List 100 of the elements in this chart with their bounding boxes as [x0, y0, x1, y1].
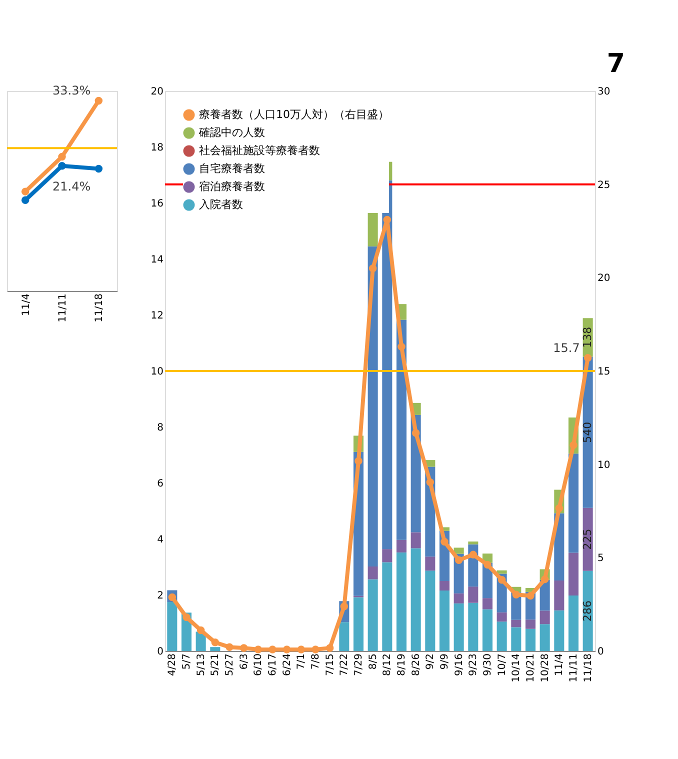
- x-tick-label: 6/3: [238, 654, 250, 670]
- x-tick-label: 7/1: [296, 654, 308, 670]
- x-tick-label: 4/28: [167, 654, 178, 676]
- bar: [368, 212, 378, 246]
- point: [312, 646, 320, 654]
- legend-label: 療養者数（人口10万人対）（右目盛）: [199, 108, 389, 121]
- bar: [396, 552, 407, 651]
- bar: [353, 597, 364, 651]
- point: [240, 644, 248, 652]
- point: [182, 613, 190, 622]
- x-tick-label: 11/18: [94, 294, 106, 322]
- point: [484, 560, 492, 569]
- x-tick-label: 11/11: [568, 654, 580, 682]
- bar: [540, 624, 550, 651]
- y-tick-label: 0: [157, 646, 164, 658]
- point: [440, 538, 448, 546]
- legend-label: 確認中の人数: [198, 126, 265, 139]
- y-tick-label: 16: [150, 198, 164, 210]
- x-tick-label: 6/17: [268, 654, 278, 676]
- point: [540, 575, 549, 584]
- bar: [468, 586, 478, 603]
- point: [94, 164, 103, 173]
- y2-tick-label: 15: [598, 366, 610, 378]
- x-tick-label: 10/21: [526, 654, 536, 682]
- bar: [368, 566, 378, 580]
- x-tick-label: 6/24: [282, 654, 293, 676]
- point: [426, 478, 434, 486]
- y-tick-label: 6: [157, 478, 164, 490]
- bar: [568, 454, 579, 553]
- bar: [525, 620, 536, 629]
- bar: [511, 627, 522, 651]
- y-tick-label: 2: [157, 590, 164, 602]
- point: [584, 354, 592, 362]
- point: [340, 602, 348, 610]
- point: [354, 457, 362, 465]
- y2-tick-label: 20: [598, 273, 610, 284]
- point: [326, 644, 334, 652]
- point: [268, 646, 276, 654]
- bar: [468, 602, 478, 651]
- y2-tick-label: 5: [598, 553, 604, 564]
- x-tick-label: 5/7: [182, 654, 192, 670]
- bar: [439, 590, 450, 651]
- legend-label: 自宅療養者数: [199, 162, 265, 175]
- x-tick-label: 8/19: [396, 654, 408, 676]
- x-tick-label: 10/28: [540, 654, 551, 682]
- y-tick-label: 10: [150, 366, 164, 378]
- bar: [468, 542, 478, 544]
- y-tick-label: 20: [150, 86, 164, 98]
- y2-tick-label: 30: [598, 86, 610, 98]
- data-label: 21.4%: [52, 180, 91, 194]
- bar: [554, 580, 564, 610]
- x-tick-label: 11/18: [582, 654, 594, 682]
- legend-label: 社会福祉施設等療養者数: [199, 144, 320, 157]
- annotation: 225: [580, 528, 594, 550]
- bar: [439, 581, 450, 591]
- point: [555, 504, 564, 512]
- x-tick-label: 10/7: [496, 654, 508, 676]
- point: [211, 638, 220, 646]
- point: [526, 592, 534, 600]
- point: [454, 556, 463, 564]
- x-tick-label: 7/29: [354, 654, 364, 676]
- point: [512, 590, 520, 598]
- x-tick-label: 6/10: [253, 654, 264, 676]
- x-tick-label: 11/4: [20, 294, 32, 316]
- x-tick-label: 9/9: [440, 654, 450, 670]
- x-tick-label: 9/16: [454, 654, 465, 676]
- point: [282, 646, 291, 654]
- x-tick-label: 5/27: [224, 654, 236, 676]
- bar: [482, 609, 493, 651]
- bar: [454, 548, 464, 554]
- legend-label: 入院者数: [199, 198, 243, 211]
- bar: [454, 603, 464, 651]
- point: [469, 550, 478, 559]
- x-tick-label: 11/11: [58, 294, 68, 322]
- annotation: 286: [580, 600, 594, 622]
- data-label: 15.7: [553, 340, 580, 355]
- bar: [511, 620, 522, 628]
- bar: [382, 562, 392, 651]
- bar: [425, 556, 436, 571]
- point: [226, 643, 234, 651]
- bar: [425, 570, 436, 651]
- point: [254, 646, 262, 654]
- y2-tick-label: 25: [598, 180, 610, 191]
- point: [368, 264, 377, 272]
- x-tick-label: 7/8: [310, 654, 322, 670]
- y-tick-label: 8: [157, 422, 164, 434]
- y-tick-label: 12: [150, 310, 164, 322]
- x-tick-label: 7/15: [324, 654, 336, 676]
- x-tick-label: 9/30: [482, 654, 494, 676]
- x-tick-label: 9/2: [425, 654, 436, 670]
- bar: [339, 622, 350, 651]
- y2-tick-label: 10: [598, 460, 610, 471]
- bar: [525, 628, 536, 651]
- point: [21, 188, 30, 196]
- bar: [210, 647, 220, 651]
- point: [196, 626, 205, 634]
- legend-label: 宿泊療養者数: [199, 180, 265, 193]
- bar: [568, 552, 579, 596]
- bar: [568, 596, 579, 651]
- text: 7: [606, 49, 625, 79]
